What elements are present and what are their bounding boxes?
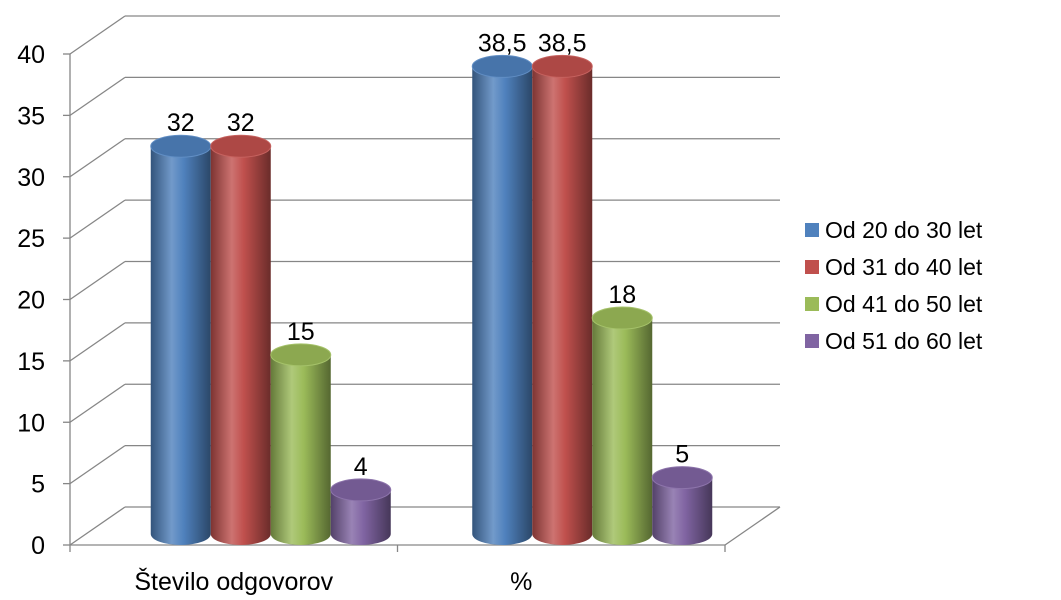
legend-item: Od 41 do 50 let [805,291,983,317]
gridline-diagonal [69,445,126,485]
gridline-diagonal [69,138,126,178]
bar-body [652,477,713,545]
legend-swatch [805,334,819,348]
y-tick-label: 0 [31,532,45,560]
data-label: 38,5 [478,29,527,57]
y-tick-label: 40 [17,41,45,69]
data-label: 18 [608,281,636,309]
legend-item: Od 51 do 60 let [805,328,983,354]
gridline-diagonal [69,76,126,116]
y-tick-label: 5 [31,471,45,499]
bars [150,54,713,545]
bar-top [471,54,533,78]
legend-label: Od 41 do 50 let [825,291,983,317]
data-label: 15 [287,318,315,346]
bar [330,478,392,545]
axes: 0 5 10 15 20 25 30 35 40 Število odgovorov% [17,41,781,596]
bar-body [150,146,211,545]
bar [471,54,533,545]
legend-swatch [805,223,819,237]
y-tick-label: 35 [17,102,45,130]
legend-item: Od 20 do 30 let [805,217,983,243]
bar-body [270,354,331,545]
legend-swatch [805,260,819,274]
bar-top [531,54,593,78]
gridline-diagonal [69,260,126,301]
legend-label: Od 51 do 60 let [825,328,983,354]
gridline-diagonal [69,506,126,546]
y-tick-label: 25 [17,225,45,253]
bar [210,134,272,545]
legend-label: Od 31 do 40 let [825,254,983,280]
data-label: 32 [227,109,255,137]
data-label: 5 [675,441,689,469]
x-tick-label: Število odgovorov [134,567,333,595]
bar-top [591,306,653,330]
legend: Od 20 do 30 let Od 31 do 40 let Od 41 do 5… [805,217,983,354]
bar-body [210,146,271,545]
data-labels: 32 32 15 4 38,5 38,5 18 5 [167,29,689,480]
gridline-diagonal [69,322,126,362]
bar-top [651,466,713,490]
legend-label: Od 20 do 30 let [825,217,983,243]
data-label: 32 [167,109,195,137]
bar-body [532,66,593,545]
bar-body [592,318,653,545]
legend-item: Od 31 do 40 let [805,254,983,280]
bar-top [210,134,272,158]
gridline-diagonal [69,199,126,239]
y-tick-label: 30 [17,164,45,192]
x-tick-label: % [510,568,532,595]
bar [270,343,332,545]
gridline-diagonal [69,383,126,423]
y-tick-label: 15 [17,348,45,376]
bar-body [330,489,391,545]
bar [651,466,713,545]
bar-top [150,134,212,158]
bar [150,134,212,545]
gridline-diagonal [69,15,126,55]
data-label: 38,5 [538,29,587,57]
legend-swatch [805,297,819,311]
y-tick-label: 20 [17,287,45,315]
bar-top [270,343,332,367]
y-tick-label: 10 [17,409,45,437]
data-label: 4 [354,453,368,481]
bar-body [472,66,533,545]
bar [591,306,653,545]
floor-edge [724,506,781,546]
bar [531,54,593,545]
bar-top [330,478,392,502]
